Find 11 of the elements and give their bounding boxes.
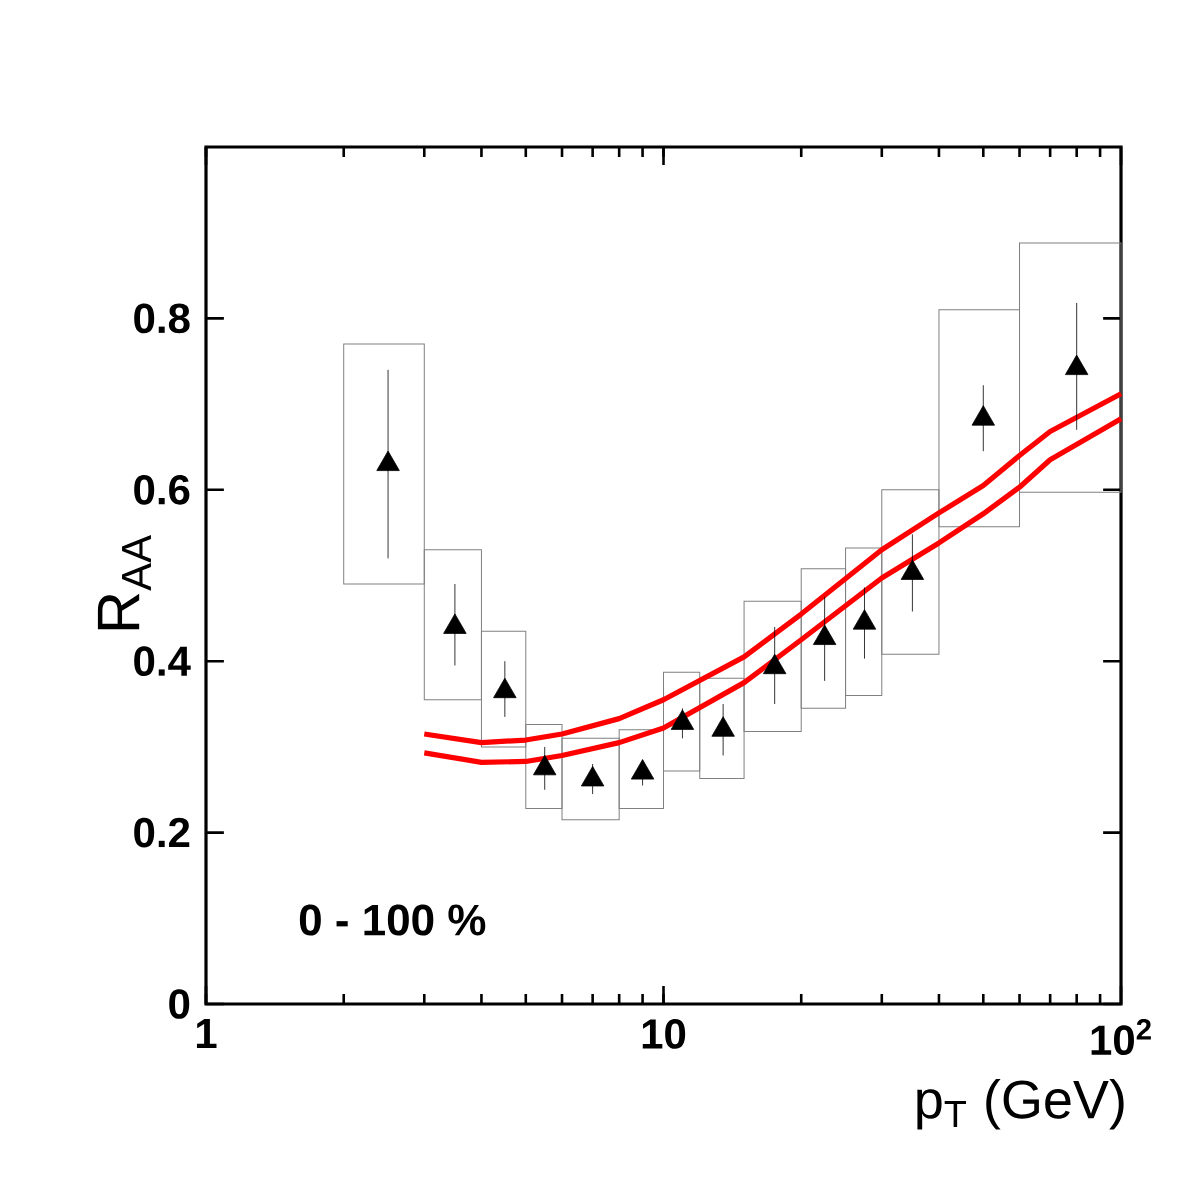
y-tick-label: 0.6 [134,474,190,505]
y-tick-label: 0 [169,989,190,1019]
annotation: 0 - 100 % [299,904,486,936]
x-tick-label: 1 [196,1019,217,1048]
x-tick-label: 10 [642,1019,686,1049]
y-axis-title: R$_{AA}$ [97,534,151,630]
y-tick-label: 0.8 [134,303,190,334]
y-tick-label: 0.2 [134,817,190,848]
x-axis-title: p$_{T}$ (GeV) [917,1079,1124,1130]
x-tick-label: 10$^{2}$ [1091,1019,1151,1056]
y-tick-label: 0.4 [134,646,191,677]
